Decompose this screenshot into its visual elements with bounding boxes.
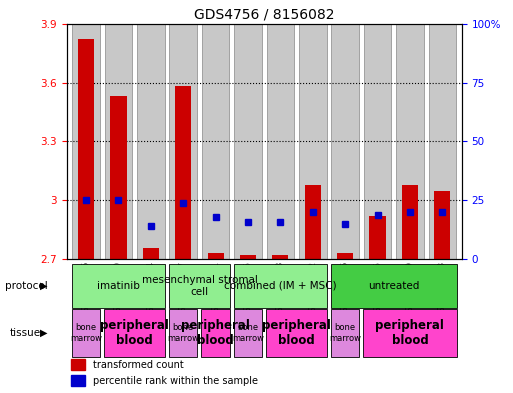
Bar: [169, 264, 230, 308]
Text: percentile rank within the sample: percentile rank within the sample: [93, 376, 258, 386]
Text: ▶: ▶: [40, 281, 47, 291]
Bar: [169, 24, 197, 259]
Text: protocol: protocol: [5, 281, 48, 291]
Bar: [234, 24, 262, 259]
Bar: [208, 253, 224, 259]
Bar: [202, 24, 229, 259]
Bar: [104, 310, 165, 357]
Bar: [331, 310, 360, 357]
Text: peripheral
blood: peripheral blood: [100, 319, 169, 347]
Bar: [299, 24, 326, 259]
Text: combined (IM + MSC): combined (IM + MSC): [224, 281, 337, 291]
Bar: [72, 24, 100, 259]
Bar: [72, 264, 165, 308]
Bar: [202, 310, 230, 357]
Bar: [240, 255, 256, 259]
Text: peripheral
blood: peripheral blood: [262, 319, 331, 347]
Bar: [402, 185, 418, 259]
Bar: [428, 24, 456, 259]
Text: transformed count: transformed count: [93, 360, 184, 370]
Bar: [137, 24, 165, 259]
Bar: [363, 310, 457, 357]
Bar: [72, 310, 101, 357]
Bar: [105, 24, 132, 259]
Text: ▶: ▶: [40, 328, 47, 338]
Title: GDS4756 / 8156082: GDS4756 / 8156082: [194, 7, 334, 21]
Bar: [110, 96, 127, 259]
Bar: [234, 310, 262, 357]
Text: bone
marrow: bone marrow: [167, 323, 199, 343]
Bar: [71, 359, 85, 370]
Bar: [272, 255, 288, 259]
Bar: [369, 216, 386, 259]
Bar: [169, 310, 198, 357]
Bar: [266, 310, 327, 357]
Bar: [434, 191, 450, 259]
Text: peripheral
blood: peripheral blood: [181, 319, 250, 347]
Text: untreated: untreated: [368, 281, 420, 291]
Bar: [331, 24, 359, 259]
Bar: [71, 375, 85, 386]
Bar: [78, 39, 94, 259]
Bar: [143, 248, 159, 259]
Text: tissue: tissue: [9, 328, 41, 338]
Text: mesenchymal stromal
cell: mesenchymal stromal cell: [142, 275, 258, 297]
Text: peripheral
blood: peripheral blood: [376, 319, 444, 347]
Text: imatinib: imatinib: [97, 281, 140, 291]
Bar: [267, 24, 294, 259]
Bar: [337, 253, 353, 259]
Text: bone
marrow: bone marrow: [232, 323, 264, 343]
Bar: [331, 264, 457, 308]
Text: bone
marrow: bone marrow: [329, 323, 361, 343]
Bar: [234, 264, 327, 308]
Bar: [364, 24, 391, 259]
Bar: [305, 185, 321, 259]
Bar: [396, 24, 424, 259]
Bar: [175, 86, 191, 259]
Text: bone
marrow: bone marrow: [70, 323, 102, 343]
